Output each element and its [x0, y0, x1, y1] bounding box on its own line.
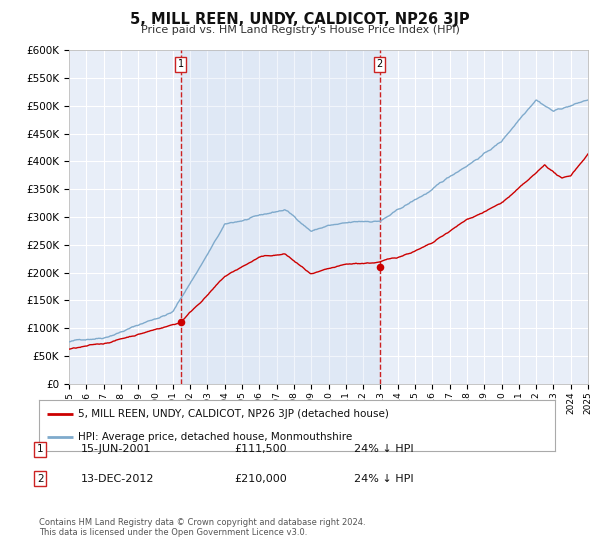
- Text: 13-DEC-2012: 13-DEC-2012: [81, 474, 155, 483]
- Text: 2: 2: [37, 474, 44, 483]
- Text: HPI: Average price, detached house, Monmouthshire: HPI: Average price, detached house, Monm…: [77, 432, 352, 442]
- Text: £111,500: £111,500: [234, 445, 287, 454]
- Text: Price paid vs. HM Land Registry's House Price Index (HPI): Price paid vs. HM Land Registry's House …: [140, 25, 460, 35]
- Point: [176, 317, 185, 326]
- Text: 5, MILL REEN, UNDY, CALDICOT, NP26 3JP (detached house): 5, MILL REEN, UNDY, CALDICOT, NP26 3JP (…: [77, 409, 389, 419]
- Point: [375, 263, 385, 272]
- Text: 15-JUN-2001: 15-JUN-2001: [81, 445, 151, 454]
- Text: 24% ↓ HPI: 24% ↓ HPI: [354, 445, 413, 454]
- Text: 1: 1: [178, 59, 184, 69]
- Text: 24% ↓ HPI: 24% ↓ HPI: [354, 474, 413, 483]
- Bar: [181, 50, 380, 384]
- Text: 1: 1: [37, 445, 44, 454]
- Text: Contains HM Land Registry data © Crown copyright and database right 2024.
This d: Contains HM Land Registry data © Crown c…: [39, 518, 365, 538]
- Text: 2: 2: [377, 59, 383, 69]
- Text: £210,000: £210,000: [234, 474, 287, 483]
- Text: 5, MILL REEN, UNDY, CALDICOT, NP26 3JP: 5, MILL REEN, UNDY, CALDICOT, NP26 3JP: [130, 12, 470, 27]
